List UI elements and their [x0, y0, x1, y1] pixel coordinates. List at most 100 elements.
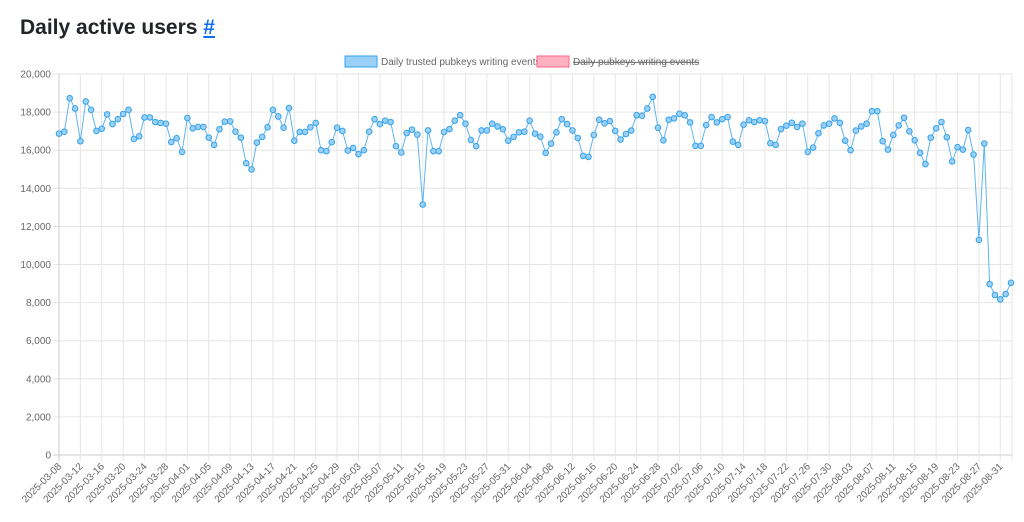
- data-point[interactable]: [836, 119, 844, 127]
- data-point[interactable]: [264, 124, 271, 131]
- data-point[interactable]: [376, 120, 384, 128]
- data-point[interactable]: [504, 137, 512, 144]
- data-point[interactable]: [419, 201, 426, 208]
- data-point[interactable]: [633, 111, 640, 119]
- data-point[interactable]: [365, 128, 373, 136]
- data-point[interactable]: [724, 113, 731, 121]
- data-point[interactable]: [71, 105, 79, 112]
- data-point[interactable]: [922, 160, 929, 168]
- data-point[interactable]: [55, 130, 63, 137]
- data-point[interactable]: [686, 119, 694, 126]
- data-point[interactable]: [783, 122, 790, 129]
- data-point[interactable]: [579, 152, 587, 160]
- data-point[interactable]: [986, 280, 993, 288]
- data-point[interactable]: [895, 122, 902, 129]
- data-point[interactable]: [162, 120, 170, 128]
- data-point[interactable]: [114, 115, 122, 123]
- data-point[interactable]: [932, 124, 940, 132]
- data-point[interactable]: [793, 123, 801, 131]
- data-point[interactable]: [954, 143, 961, 151]
- data-point[interactable]: [87, 106, 95, 114]
- data-point[interactable]: [408, 126, 416, 133]
- data-point[interactable]: [274, 113, 282, 120]
- data-point[interactable]: [205, 134, 213, 141]
- data-point[interactable]: [291, 137, 298, 144]
- data-point[interactable]: [488, 120, 496, 128]
- data-point[interactable]: [242, 159, 250, 167]
- data-point[interactable]: [387, 118, 394, 126]
- data-point[interactable]: [595, 116, 603, 124]
- data-point[interactable]: [157, 119, 164, 127]
- data-point[interactable]: [349, 144, 357, 152]
- data-point[interactable]: [585, 153, 592, 161]
- data-point[interactable]: [333, 124, 341, 132]
- data-point[interactable]: [301, 128, 309, 136]
- data-point[interactable]: [590, 131, 598, 139]
- data-point[interactable]: [644, 105, 651, 112]
- data-point[interactable]: [788, 119, 796, 127]
- data-point[interactable]: [66, 94, 73, 102]
- data-point[interactable]: [189, 124, 197, 132]
- data-point[interactable]: [141, 114, 148, 121]
- data-point[interactable]: [601, 120, 608, 127]
- data-point[interactable]: [718, 115, 726, 123]
- data-point[interactable]: [884, 146, 892, 153]
- data-point[interactable]: [307, 124, 314, 131]
- data-point[interactable]: [339, 127, 346, 135]
- data-point[interactable]: [258, 133, 266, 141]
- data-point[interactable]: [521, 128, 528, 136]
- data-point[interactable]: [253, 139, 261, 146]
- data-point[interactable]: [355, 150, 362, 158]
- data-point[interactable]: [285, 104, 293, 112]
- data-point[interactable]: [323, 147, 330, 155]
- data-point[interactable]: [772, 141, 779, 149]
- data-point[interactable]: [927, 134, 935, 141]
- data-point[interactable]: [392, 142, 400, 150]
- data-point[interactable]: [563, 120, 571, 128]
- data-point[interactable]: [146, 114, 154, 121]
- data-point[interactable]: [93, 127, 100, 135]
- data-point[interactable]: [531, 130, 539, 137]
- data-point[interactable]: [740, 121, 747, 128]
- data-point[interactable]: [446, 125, 453, 133]
- data-point[interactable]: [451, 117, 459, 124]
- data-point[interactable]: [61, 128, 68, 136]
- data-point[interactable]: [820, 122, 828, 129]
- data-point[interactable]: [767, 139, 774, 147]
- data-point[interactable]: [863, 120, 870, 128]
- data-point[interactable]: [537, 133, 544, 140]
- data-point[interactable]: [499, 125, 507, 133]
- data-point[interactable]: [526, 117, 533, 124]
- legend-item-all[interactable]: Daily pubkeys writing events: [536, 55, 699, 68]
- data-point[interactable]: [547, 140, 555, 147]
- data-point[interactable]: [991, 291, 999, 299]
- data-point[interactable]: [168, 138, 175, 146]
- data-point[interactable]: [553, 128, 560, 136]
- data-point[interactable]: [430, 147, 437, 155]
- data-point[interactable]: [681, 112, 689, 119]
- data-point[interactable]: [750, 118, 758, 126]
- data-point[interactable]: [462, 120, 469, 128]
- data-point[interactable]: [151, 118, 159, 126]
- data-point[interactable]: [173, 134, 180, 142]
- data-point[interactable]: [622, 130, 630, 138]
- data-point[interactable]: [697, 142, 705, 150]
- data-point[interactable]: [649, 93, 656, 101]
- data-point[interactable]: [959, 146, 967, 153]
- data-point[interactable]: [280, 124, 287, 132]
- data-point[interactable]: [825, 120, 833, 128]
- data-point[interactable]: [381, 117, 389, 124]
- data-point[interactable]: [328, 138, 336, 146]
- data-point[interactable]: [708, 113, 715, 121]
- data-point[interactable]: [542, 149, 549, 157]
- data-point[interactable]: [440, 128, 448, 136]
- data-point[interactable]: [226, 118, 234, 125]
- data-point[interactable]: [456, 111, 464, 119]
- data-point[interactable]: [916, 149, 924, 157]
- data-point[interactable]: [103, 111, 111, 118]
- data-point[interactable]: [868, 107, 876, 115]
- data-point[interactable]: [478, 127, 485, 134]
- data-point[interactable]: [777, 125, 785, 133]
- data-point[interactable]: [911, 136, 919, 144]
- data-point[interactable]: [135, 132, 143, 140]
